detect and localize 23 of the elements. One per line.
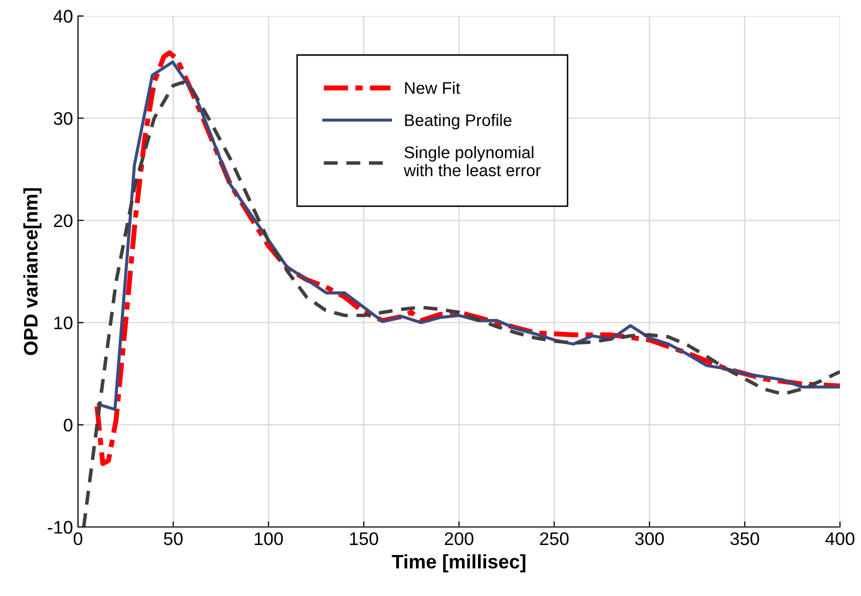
y-tick-label: 40 bbox=[53, 10, 72, 23]
y-tick-label: 10 bbox=[54, 316, 72, 330]
x-tick-label: 0 bbox=[74, 532, 82, 546]
x-tick-label: 400 bbox=[825, 532, 854, 546]
legend-label: Beating Profile bbox=[405, 114, 512, 130]
line-series bbox=[94, 50, 840, 466]
y-tick-label: 30 bbox=[54, 112, 72, 125]
legend-label: Single polynomial with the least error bbox=[404, 146, 541, 176]
x-tick-label: 350 bbox=[730, 532, 760, 546]
y-axis-title: OPD variance[nm] bbox=[23, 188, 42, 355]
line-series bbox=[82, 80, 840, 527]
y-tick-label: 20 bbox=[54, 214, 72, 228]
x-tick-label: 50 bbox=[164, 532, 183, 546]
x-tick-label: 200 bbox=[444, 532, 474, 546]
y-tick-label: -10 bbox=[48, 520, 72, 534]
y-tick-label: 0 bbox=[64, 418, 72, 432]
x-tick-label: 300 bbox=[635, 532, 664, 546]
legend-label: New Fit bbox=[405, 82, 460, 94]
x-tick-label: 150 bbox=[350, 532, 378, 546]
line-series bbox=[96, 60, 840, 411]
x-tick-label: 100 bbox=[254, 532, 283, 546]
x-axis-title: Time [millisec] bbox=[392, 554, 526, 572]
x-tick-label: 250 bbox=[540, 532, 569, 546]
